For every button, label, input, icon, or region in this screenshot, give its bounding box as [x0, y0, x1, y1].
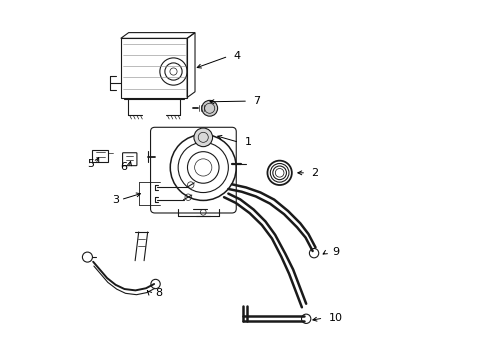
- Text: 4: 4: [233, 51, 241, 61]
- Circle shape: [194, 128, 212, 147]
- Text: 8: 8: [155, 288, 162, 298]
- Text: 3: 3: [112, 195, 119, 205]
- Text: 6: 6: [120, 162, 127, 172]
- Text: 1: 1: [244, 138, 251, 147]
- Circle shape: [202, 100, 217, 116]
- Bar: [92, 149, 108, 162]
- Text: 5: 5: [87, 159, 94, 169]
- Text: 9: 9: [332, 247, 339, 257]
- Text: 2: 2: [311, 168, 318, 178]
- Text: 7: 7: [253, 96, 260, 106]
- Text: 10: 10: [328, 313, 342, 323]
